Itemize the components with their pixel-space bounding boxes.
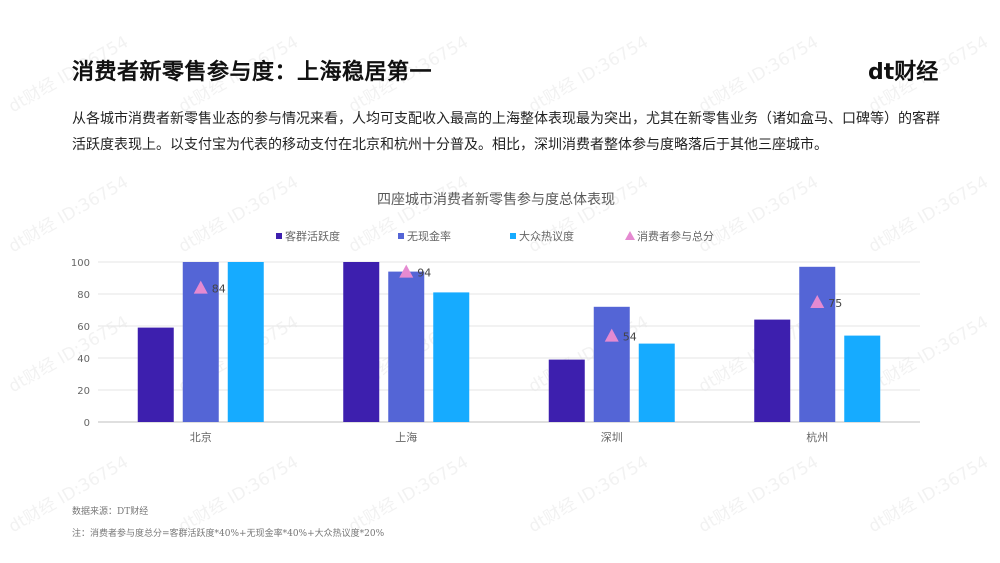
chart-title: 四座城市消费者新零售参与度总体表现 <box>377 191 615 208</box>
bar-大众热议度-深圳 <box>638 343 675 422</box>
x-axis: 北京 上海 深圳 杭州 <box>190 430 829 444</box>
marker-消费者参与总分-杭州 <box>810 295 825 308</box>
legend-swatch <box>510 233 516 239</box>
bar-无现金率-深圳 <box>593 306 630 422</box>
page-title: 消费者新零售参与度：上海稳居第一 <box>72 60 433 85</box>
legend-label: 消费者参与总分 <box>637 229 714 243</box>
data-label: 84 <box>212 283 226 296</box>
footnote: 注：消费者参与度总分=客群活跃度*40%+无现金率*40%+大众热议度*20% <box>72 529 385 539</box>
y-tick-label: 80 <box>77 290 90 301</box>
legend-label: 大众热议度 <box>519 229 574 243</box>
bar-大众热议度-北京 <box>227 262 264 422</box>
legend-label: 无现金率 <box>407 229 451 243</box>
data-label: 75 <box>828 297 842 310</box>
legend-swatch <box>276 233 282 239</box>
data-source: 数据来源：DT财经 <box>72 507 149 517</box>
y-tick-label: 20 <box>77 386 90 397</box>
legend-swatch <box>625 231 635 240</box>
chart-markers: 84 94 54 75 <box>193 264 842 344</box>
marker-消费者参与总分-深圳 <box>604 328 619 342</box>
data-label: 54 <box>623 331 637 344</box>
brand-logo: dt财经 <box>868 60 939 85</box>
bar-客群活跃度-北京 <box>137 327 174 422</box>
y-axis: 0 20 40 60 80 100 <box>71 258 90 429</box>
x-tick-label: 杭州 <box>806 430 828 444</box>
description-text: 从各城市消费者新零售业态的参与情况来看，人均可支配收入最高的上海整体表现最为突出… <box>72 111 940 153</box>
chart-legend: 客群活跃度 无现金率 大众热议度 消费者参与总分 <box>276 229 714 243</box>
data-label: 94 <box>417 267 431 280</box>
legend-label: 客群活跃度 <box>285 229 340 243</box>
bar-客群活跃度-杭州 <box>754 319 791 422</box>
x-tick-label: 上海 <box>395 430 417 444</box>
chart-bars <box>137 262 881 422</box>
x-tick-label: 深圳 <box>601 431 623 444</box>
bar-chart: 四座城市消费者新零售参与度总体表现 客群活跃度 无现金率 大众热议度 消费者参与总分 … <box>71 191 920 444</box>
marker-消费者参与总分-上海 <box>399 264 414 278</box>
x-tick-label: 北京 <box>190 430 212 444</box>
y-tick-label: 0 <box>84 418 90 429</box>
bar-客群活跃度-深圳 <box>548 359 585 422</box>
y-tick-label: 40 <box>77 354 90 365</box>
y-tick-label: 100 <box>71 258 90 269</box>
legend-swatch <box>398 233 404 239</box>
bar-客群活跃度-上海 <box>343 262 380 422</box>
bar-无现金率-杭州 <box>799 266 836 422</box>
marker-消费者参与总分-北京 <box>193 280 208 294</box>
bar-无现金率-上海 <box>388 271 425 422</box>
y-tick-label: 60 <box>77 322 90 333</box>
bar-大众热议度-上海 <box>433 292 470 422</box>
bar-大众热议度-杭州 <box>844 335 881 422</box>
